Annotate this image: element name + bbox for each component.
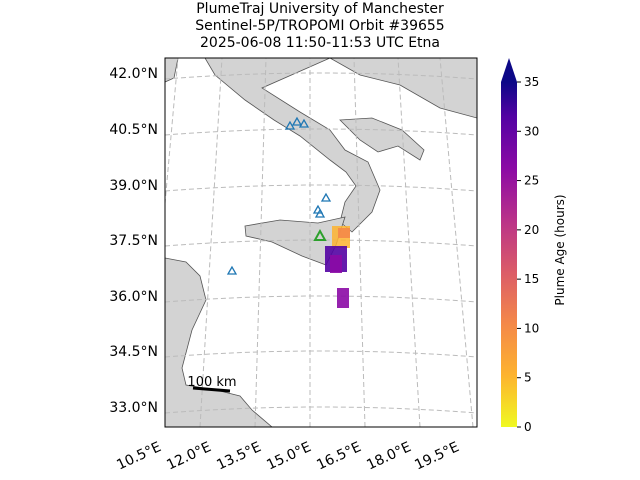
lon-label: 16.5°E	[314, 439, 363, 473]
lat-label: 33.0°N	[109, 400, 158, 416]
lat-label: 40.5°N	[109, 122, 158, 138]
lat-label: 34.5°N	[109, 344, 158, 360]
scale-bar-label: 100 km	[187, 375, 236, 390]
title-line: 2025-06-08 11:50-11:53 UTC Etna	[200, 35, 440, 51]
colorbar-tick-label: 5	[524, 371, 532, 385]
volcanoes	[226, 116, 332, 275]
lon-label: 10.5°E	[114, 439, 163, 473]
scale-bar	[192, 386, 231, 393]
lat-grid-line	[165, 184, 477, 192]
lon-grid-line	[199, 58, 223, 427]
lat-grid-line	[165, 72, 477, 80]
colorbar-tick-label: 25	[524, 174, 539, 188]
lon-label: 12.0°E	[164, 439, 213, 473]
lat-grid-line	[165, 128, 477, 136]
lon-label: 13.5°E	[214, 439, 263, 473]
lat-grid-line	[165, 295, 477, 303]
lat-label: 36.0°N	[109, 289, 158, 305]
lon-grid-line	[165, 58, 179, 209]
lat-label: 39.0°N	[109, 178, 158, 194]
lon-label: 15.0°E	[264, 439, 313, 473]
title-line: PlumeTraj University of Manchester	[196, 1, 444, 17]
title-line: Sentinel-5P/TROPOMI Orbit #39655	[195, 18, 444, 34]
lon-grid-line	[254, 58, 267, 427]
lat-grid-line	[165, 350, 477, 358]
land	[204, 58, 477, 233]
lon-label: 18.0°E	[364, 439, 413, 473]
colorbar-tick-label: 30	[524, 124, 539, 138]
colorbar-extend	[501, 58, 517, 82]
lon-grid-line	[353, 58, 366, 427]
colorbar-tick-label: 20	[524, 223, 539, 237]
colorbar-tick-label: 15	[524, 272, 539, 286]
lon-grid-line	[439, 58, 474, 427]
colorbar-tick-label: 10	[524, 321, 539, 335]
lat-label: 42.0°N	[109, 66, 158, 82]
lon-label: 19.5°E	[412, 439, 461, 473]
colorbar-tick-label: 35	[524, 75, 539, 89]
lat-label: 37.5°N	[109, 233, 158, 249]
colorbar-tick-label: 0	[524, 420, 532, 434]
map: 100 km	[165, 58, 477, 427]
lat-grid-line	[165, 406, 477, 414]
colorbar	[501, 82, 517, 427]
lon-grid-line	[397, 58, 421, 427]
map-frame	[164, 57, 478, 428]
land	[339, 117, 425, 161]
colorbar-label: Plume Age (hours)	[553, 194, 567, 305]
plume	[325, 226, 350, 308]
